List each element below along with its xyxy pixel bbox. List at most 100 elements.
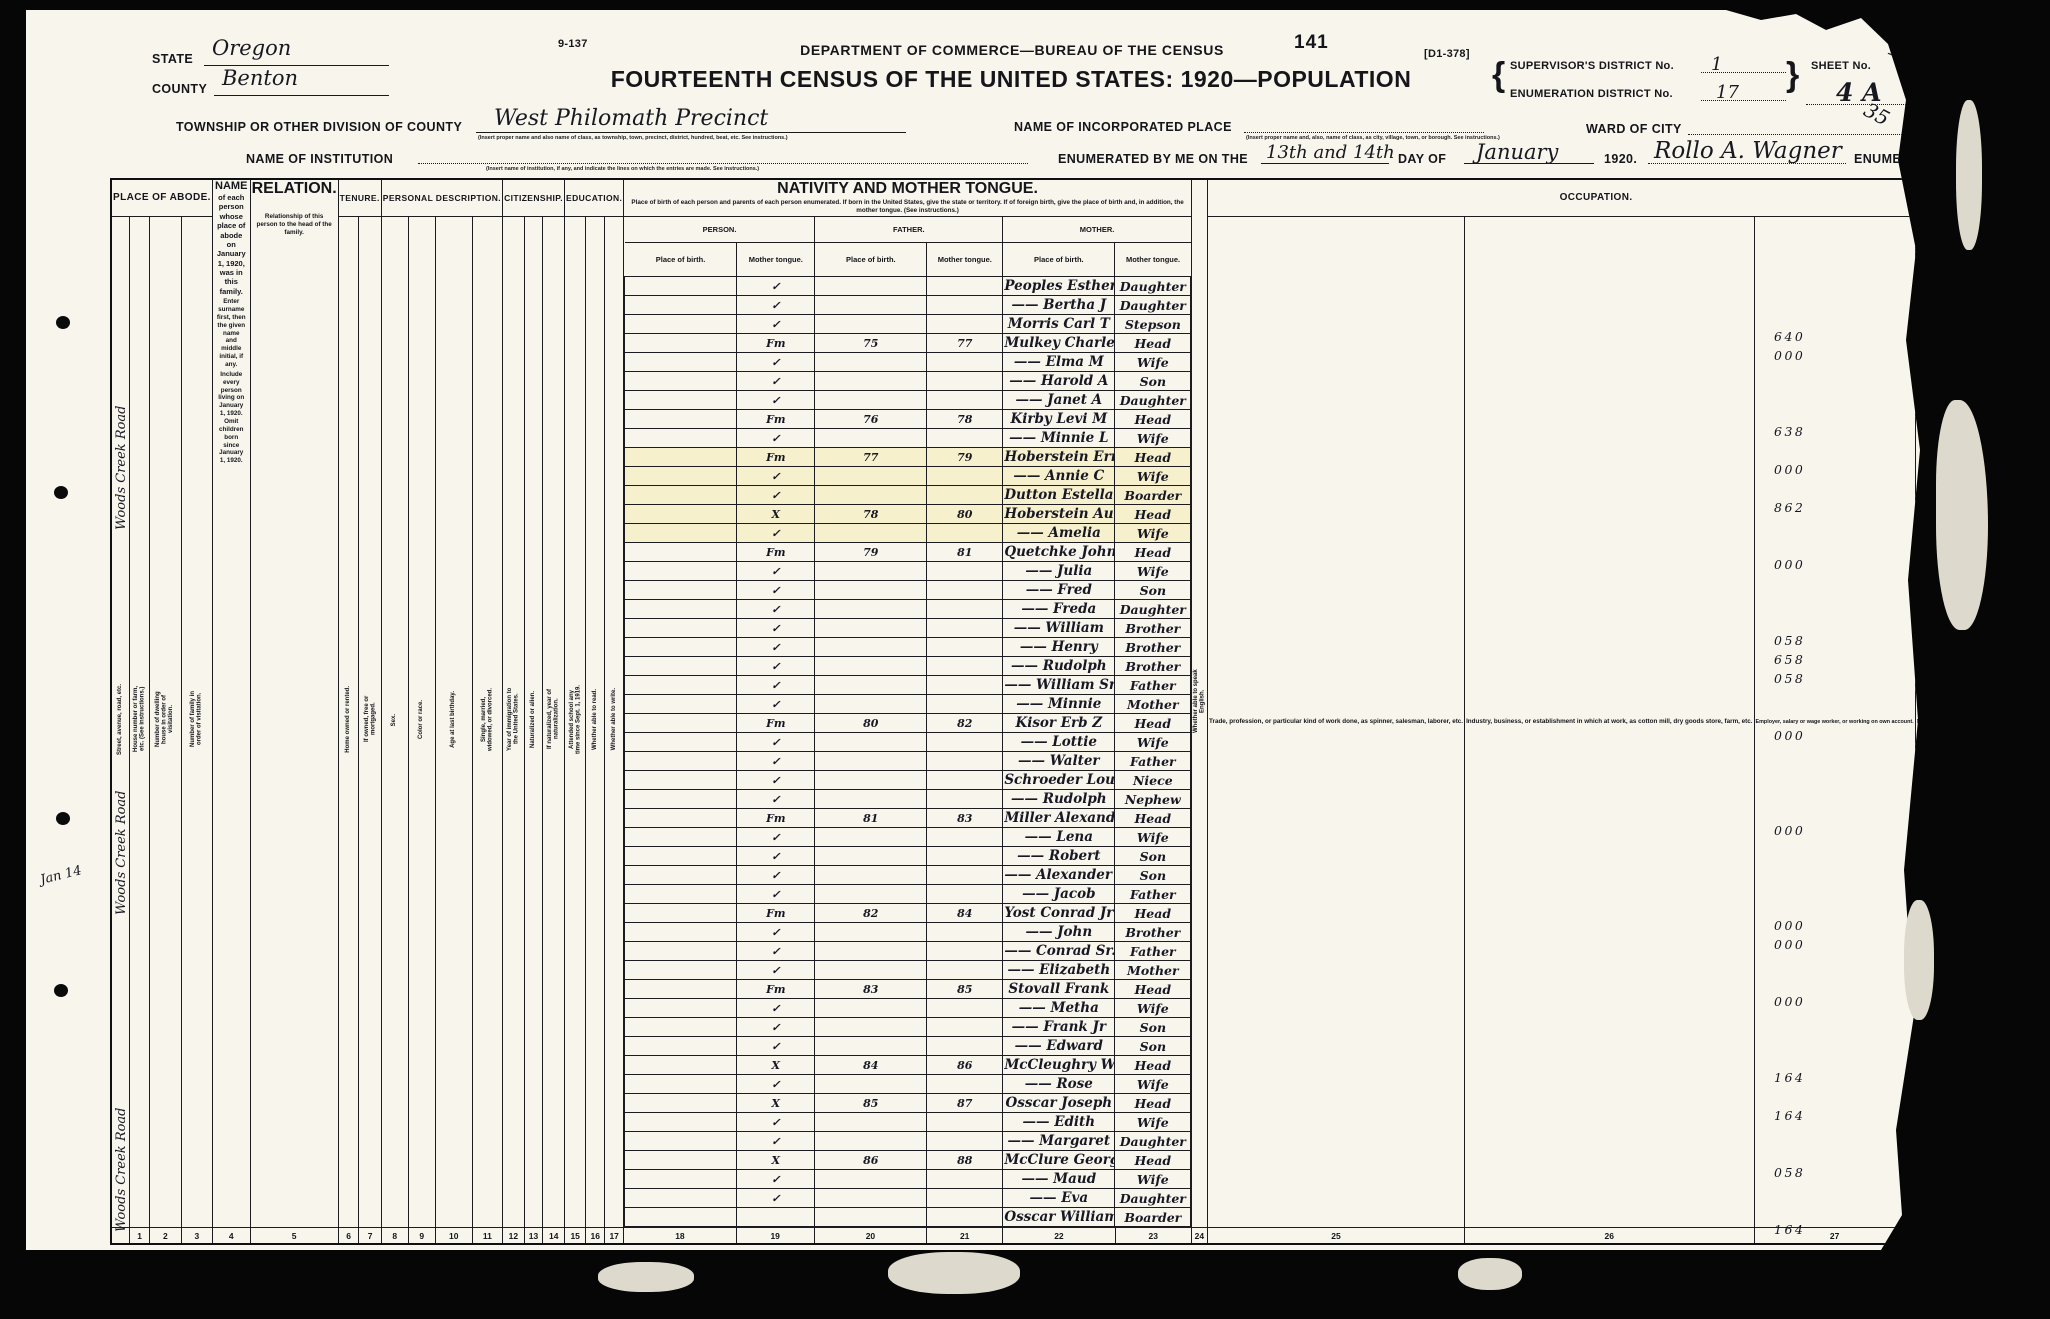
column-number-7: 7 bbox=[358, 1227, 382, 1245]
cell-r13-family: 80 bbox=[926, 504, 1004, 525]
cell-r24-mark: Fm bbox=[736, 713, 816, 734]
census-row-17: ✓—— FredSonMW7SyesyesyesOregonKansasRuss… bbox=[624, 580, 1191, 601]
cell-r22-dwelling bbox=[814, 675, 928, 696]
cell-r24-dwelling: 80 bbox=[814, 713, 928, 734]
cell-r35-dwelling bbox=[814, 922, 928, 943]
column-number-16: 16 bbox=[585, 1227, 606, 1245]
margin-code-r4: 000 bbox=[1774, 348, 1806, 363]
scan-artifact bbox=[1956, 100, 1982, 250]
census-row-16: ✓—— JuliaWifeFW28M1893Na1912yesyesRussia… bbox=[624, 561, 1191, 582]
census-row-28: ✓—— RudolphNephewMW5SnoNorth DakotaNorth… bbox=[624, 789, 1191, 810]
cell-r42-relation: Head bbox=[1114, 1055, 1191, 1076]
cell-r19-street bbox=[624, 618, 738, 639]
cell-r17-dwelling bbox=[814, 580, 928, 601]
cell-r4-mark: Fm bbox=[736, 333, 816, 354]
column-number-11: 11 bbox=[471, 1227, 504, 1245]
cell-r25-family bbox=[926, 732, 1004, 753]
cell-r18-family bbox=[926, 599, 1004, 620]
enumerated-days: 13th and 14th bbox=[1266, 142, 1395, 163]
cell-r33-family bbox=[926, 884, 1004, 905]
cell-r5-mark: ✓ bbox=[736, 352, 816, 373]
cell-r47-dwelling: 86 bbox=[814, 1150, 928, 1171]
cell-r7-street bbox=[624, 390, 738, 411]
cell-r46-relation: Daughter bbox=[1114, 1131, 1191, 1152]
col18-header: Whether able to write. bbox=[604, 215, 625, 1229]
cell-r29-relation: Head bbox=[1114, 808, 1191, 829]
cell-r29-street bbox=[624, 808, 738, 829]
cell-r37-relation: Mother bbox=[1114, 960, 1191, 981]
cell-r40-dwelling bbox=[814, 1017, 928, 1038]
cell-r7-mark: ✓ bbox=[736, 390, 816, 411]
cell-r28-family bbox=[926, 789, 1004, 810]
cell-r17-relation: Son bbox=[1114, 580, 1191, 601]
census-row-26: ✓—— WalterFatherMW55WyesyesOregonOhioIow… bbox=[624, 751, 1191, 772]
census-row-25: ✓—— LottieWifeFW24MyesyesKansasGermanyGe… bbox=[624, 732, 1191, 753]
cell-r50-dwelling bbox=[814, 1207, 928, 1227]
line-number-column-header bbox=[1985, 179, 1988, 1244]
cell-r20-family bbox=[926, 637, 1004, 658]
cell-r20-mark: ✓ bbox=[736, 637, 816, 658]
enumeration-value: 17 bbox=[1716, 82, 1739, 103]
cell-r26-dwelling bbox=[814, 751, 928, 772]
cell-r27-dwelling bbox=[814, 770, 928, 791]
cell-r10-street bbox=[624, 447, 738, 468]
group-citizenship: CITIZENSHIP. bbox=[502, 178, 566, 217]
cell-r49-relation: Daughter bbox=[1114, 1188, 1191, 1209]
cell-r28-dwelling bbox=[814, 789, 928, 810]
punch-hole bbox=[56, 316, 70, 329]
cell-r32-relation: Son bbox=[1114, 865, 1191, 886]
margin-code-r8: 638 bbox=[1774, 424, 1806, 439]
cell-r47-name: McClure George bbox=[1002, 1150, 1116, 1171]
margin-code-r21: 058 bbox=[1774, 671, 1806, 686]
cell-r34-mark: Fm bbox=[736, 903, 816, 924]
census-row-46: ✓—— MargaretDaughterFW16SyesyesyesMinnes… bbox=[624, 1131, 1191, 1152]
cell-r30-relation: Wife bbox=[1114, 827, 1191, 848]
cell-r19-family bbox=[926, 618, 1004, 639]
cell-r23-relation: Mother bbox=[1114, 694, 1191, 715]
margin-code-r38: 000 bbox=[1774, 994, 1806, 1009]
cell-r21-street bbox=[624, 656, 738, 677]
cell-r50-street bbox=[624, 1207, 738, 1227]
cell-r15-street bbox=[624, 542, 738, 563]
cell-r11-relation: Wife bbox=[1114, 466, 1191, 487]
column-number-20: 20 bbox=[813, 1227, 928, 1245]
cell-r30-name: —— Lena bbox=[1002, 827, 1116, 848]
cell-r34-dwelling: 82 bbox=[814, 903, 928, 924]
institution-note: (Insert name of institution, if any, and… bbox=[486, 166, 760, 172]
cell-r4-dwelling: 75 bbox=[814, 333, 928, 354]
cell-r25-dwelling bbox=[814, 732, 928, 753]
cell-r7-relation: Daughter bbox=[1114, 390, 1191, 411]
cell-r16-dwelling bbox=[814, 561, 928, 582]
cell-r39-street bbox=[624, 998, 738, 1019]
name-desc-3: Include every person living on January 1… bbox=[218, 370, 245, 465]
col8-header: If owned, free or mortgaged. bbox=[358, 215, 382, 1229]
punch-hole bbox=[56, 812, 70, 825]
cell-r21-dwelling bbox=[814, 656, 928, 677]
census-row-48: ✓—— MaudWifeFW24MyesyesOregonMichiganOre… bbox=[624, 1169, 1191, 1190]
road-label-lower: Woods Creek Road bbox=[114, 1107, 129, 1232]
cell-r2-relation: Daughter bbox=[1114, 295, 1191, 316]
margin-code-r47: 058 bbox=[1774, 1165, 1806, 1180]
census-row-45: ✓—— EdithWifeFW35MyesyesWisconsinUnknown… bbox=[624, 1112, 1191, 1133]
col14-header: Naturalized or alien. bbox=[523, 215, 544, 1229]
cell-r12-family bbox=[926, 485, 1004, 506]
cell-r31-dwelling bbox=[814, 846, 928, 867]
cell-r16-mark: ✓ bbox=[736, 561, 816, 582]
cell-r46-dwelling bbox=[814, 1131, 928, 1152]
cell-r43-family bbox=[926, 1074, 1004, 1095]
punch-hole bbox=[54, 486, 68, 499]
cell-r2-family bbox=[926, 295, 1004, 316]
cell-r1-mark: ✓ bbox=[736, 276, 816, 297]
cell-r20-dwelling bbox=[814, 637, 928, 658]
father-subhead: FATHER. bbox=[814, 217, 1004, 244]
cell-r11-street bbox=[624, 466, 738, 487]
road-label-upper: Woods Creek Road bbox=[114, 405, 129, 530]
cell-r29-name: Miller Alexander bbox=[1002, 808, 1116, 829]
cell-r24-street bbox=[624, 713, 738, 734]
cell-r18-dwelling bbox=[814, 599, 928, 620]
scan-artifact bbox=[888, 1252, 1020, 1294]
cell-r40-mark: ✓ bbox=[736, 1017, 816, 1038]
